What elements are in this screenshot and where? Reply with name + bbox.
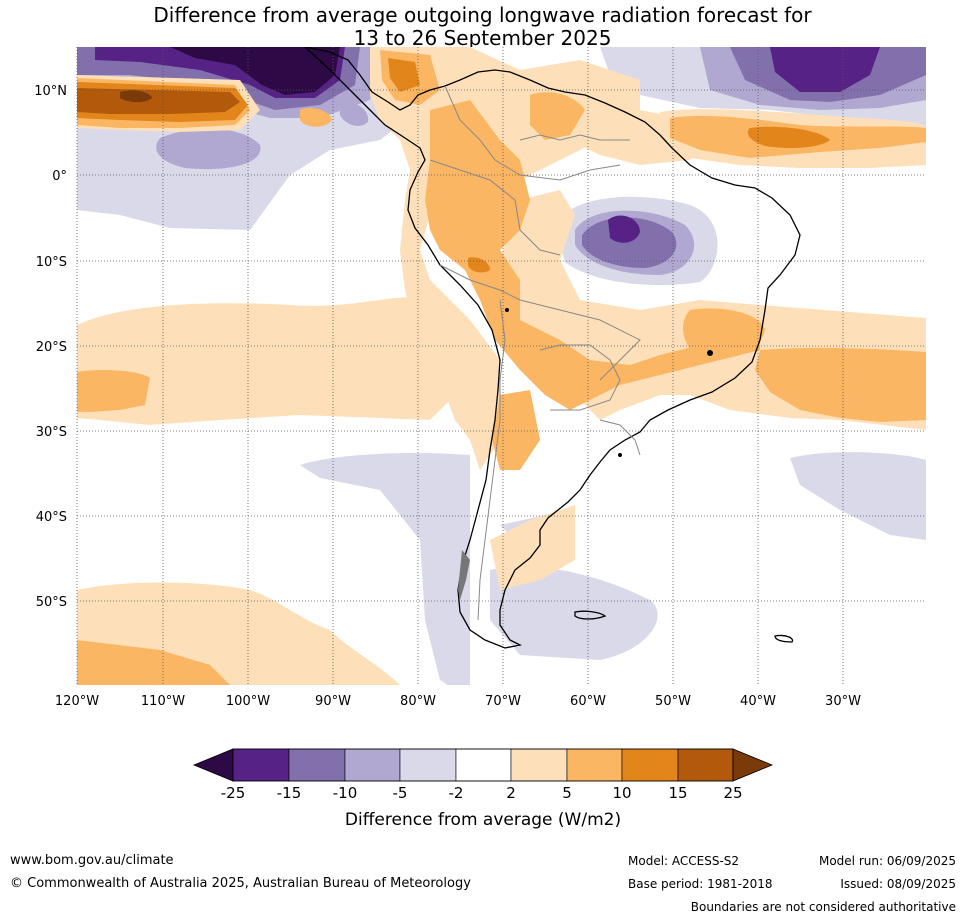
colorbar-segment [344,748,401,782]
anomaly-very-strong-positive [77,88,240,114]
anomaly-extreme-negative [170,47,340,95]
lon-tick: 40°W [740,694,776,709]
lon-tick: 80°W [400,694,436,709]
colorbar-segment [399,748,457,782]
anomaly-mid-positive [77,50,926,685]
lakes [505,308,713,457]
colorbar-under-arrow [192,748,234,782]
colorbar-segment [677,748,734,782]
anomaly-fields [77,47,926,685]
lat-tick: 30°S [36,425,67,440]
colorbar-tick: 15 [668,784,687,802]
lat-tick: 40°S [36,510,67,525]
lon-tick-labels: 120°W 110°W 100°W 90°W 80°W 70°W 60°W 50… [55,694,861,709]
title-line-1: Difference from average outgoing longwav… [153,3,812,27]
colorbar-tick: -5 [393,784,408,802]
colorbar-over-arrow [732,748,774,782]
colorbar-outline [232,748,734,782]
copyright-text: © Commonwealth of Australia 2025, Austra… [10,876,471,891]
model-text: Model: ACCESS-S2 [628,854,740,868]
lat-tick: 10°N [34,84,67,99]
coastline [304,47,801,649]
colorbar-tick: 5 [562,784,572,802]
chile-islands [458,550,470,600]
lat-tick: 50°S [36,595,67,610]
country-borders [429,85,641,621]
colorbar-tick: -2 [449,784,464,802]
lon-tick: 50°W [655,694,691,709]
colorbar-tick: 2 [506,784,516,802]
colorbar-tick: 25 [723,784,742,802]
model-run-text: Model run: 06/09/2025 [818,854,956,868]
colorbar-tick: -15 [277,784,302,802]
colorbar-tick: -10 [333,784,358,802]
colorbar-segment [566,748,623,782]
anomaly-extreme-positive [120,90,152,103]
lon-tick: 60°W [570,694,606,709]
lon-tick: 120°W [55,694,99,709]
colorbar-segment [621,748,679,782]
disclaimer-text: Boundaries are not considered authoritat… [690,900,956,914]
website-link[interactable]: www.bom.gov.au/climate [10,853,174,868]
lon-tick: 100°W [226,694,270,709]
colorbar-segment [455,748,512,782]
lat-tick-labels: 10°N 0° 10°S 20°S 30°S 40°S 50°S [34,84,67,610]
lat-tick: 10°S [36,255,67,270]
lon-tick: 30°W [825,694,861,709]
colorbar-segment [288,748,346,782]
colorbar-title: Difference from average (W/m2) [345,810,621,830]
colorbar-tick: 10 [612,784,631,802]
lon-tick: 110°W [141,694,185,709]
colorbar-tick: -25 [221,784,246,802]
lat-tick: 0° [52,169,67,184]
colorbar-segments [232,748,734,782]
colorbar-tick-labels: -25 -15 -10 -5 -2 2 5 10 15 25 [221,784,743,802]
base-period-text: Base period: 1981-2018 [628,877,773,891]
gridlines [76,47,926,685]
title-line-2: 13 to 26 September 2025 [353,26,612,50]
lat-tick: 20°S [36,340,67,355]
colorbar: -25 -15 -10 -5 -2 2 5 10 15 25 Differenc… [192,748,774,830]
colorbar-segment [232,748,290,782]
colorbar-segment [510,748,568,782]
lon-tick: 70°W [485,694,521,709]
lon-tick: 90°W [315,694,351,709]
map-title: Difference from average outgoing longwav… [0,4,965,50]
issued-text: Issued: 08/09/2025 [840,877,956,891]
